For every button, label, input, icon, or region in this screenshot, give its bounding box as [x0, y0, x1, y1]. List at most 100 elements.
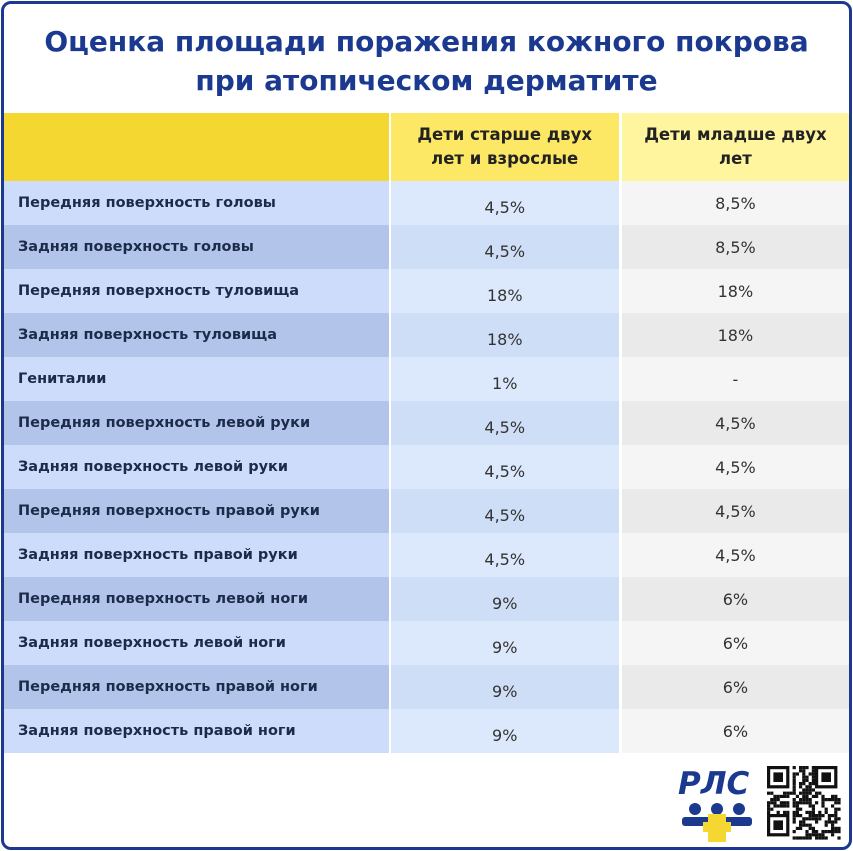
qr-module — [834, 810, 838, 814]
qr-module — [795, 810, 799, 814]
qr-module — [808, 791, 812, 795]
qr-module — [824, 836, 828, 840]
qr-module — [815, 801, 819, 805]
qr-module — [811, 804, 815, 808]
qr-module — [824, 830, 828, 834]
value-cell: 9% — [390, 709, 619, 753]
table-row: Передняя поверхность правой руки 4,5% 4,5% — [4, 489, 849, 533]
value-cell: 8,5% — [621, 225, 849, 269]
qr-module — [811, 782, 815, 786]
qr-module — [821, 798, 825, 802]
qr-module — [783, 804, 787, 808]
qr-module — [837, 817, 841, 821]
qr-module — [818, 814, 822, 818]
value-cell: 9% — [390, 621, 619, 665]
qr-module — [805, 836, 809, 840]
qr-module — [767, 804, 771, 808]
qr-module — [811, 778, 815, 782]
qr-module — [805, 823, 809, 827]
qr-module — [792, 775, 796, 779]
qr-module — [783, 791, 787, 795]
table-row: Задняя поверхность левой ноги 9% 6% — [4, 621, 849, 665]
qr-module — [831, 798, 835, 802]
title-line: Оценка площади поражения кожного покрова — [44, 25, 809, 58]
logo-icon — [711, 803, 723, 815]
value-cell: 6% — [621, 665, 849, 709]
qr-module — [811, 826, 815, 830]
qr-module — [792, 814, 796, 818]
qr-module — [779, 804, 783, 808]
qr-module — [789, 791, 793, 795]
qr-module — [811, 830, 815, 834]
qr-module — [802, 766, 806, 770]
qr-module — [811, 766, 815, 770]
row-label: Задняя поверхность правой ноги — [4, 709, 389, 753]
qr-module — [818, 833, 822, 837]
value-cell: 6% — [621, 709, 849, 753]
qr-module — [824, 820, 828, 824]
qr-module — [811, 769, 815, 773]
qr-module — [821, 772, 831, 782]
qr-module — [805, 778, 809, 782]
qr-module — [827, 830, 831, 834]
qr-module — [818, 791, 822, 795]
qr-module — [834, 794, 838, 798]
qr-module — [837, 836, 841, 840]
value-cell: 18% — [390, 269, 619, 313]
row-label: Задняя поверхность головы — [4, 225, 389, 269]
qr-module — [805, 766, 809, 770]
qr-module — [805, 801, 809, 805]
value-cell: 4,5% — [390, 225, 619, 269]
value-cell: - — [621, 357, 849, 401]
qr-module — [837, 826, 841, 830]
qr-module — [808, 826, 812, 830]
qr-module — [831, 804, 835, 808]
qr-module — [808, 782, 812, 786]
qr-module — [799, 766, 803, 770]
qr-module — [792, 810, 796, 814]
qr-module — [821, 830, 825, 834]
value-cell: 4,5% — [390, 489, 619, 533]
qr-module — [808, 833, 812, 837]
value-cell: 9% — [390, 577, 619, 621]
qr-module — [792, 798, 796, 802]
header-cell — [4, 113, 389, 181]
value-cell: 4,5% — [390, 401, 619, 445]
qr-module — [827, 820, 831, 824]
qr-module — [795, 826, 799, 830]
value-cell: 18% — [621, 313, 849, 357]
qr-module — [795, 794, 799, 798]
qr-module — [802, 836, 806, 840]
qr-module — [792, 817, 796, 821]
qr-module — [767, 807, 771, 811]
logo-icon — [733, 803, 745, 815]
qr-module — [834, 820, 838, 824]
row-label: Задняя поверхность правой руки — [4, 533, 389, 577]
qr-module — [811, 814, 815, 818]
table-row: Задняя поверхность левой руки 4,5% 4,5% — [4, 445, 849, 489]
qr-module — [783, 794, 787, 798]
qr-module — [805, 830, 809, 834]
table-row: Передняя поверхность туловища 18% 18% — [4, 269, 849, 313]
qr-module — [802, 801, 806, 805]
title-line: при атопическом дерматите — [195, 64, 658, 97]
qr-module — [776, 804, 780, 808]
qr-module — [818, 810, 822, 814]
qr-module — [767, 791, 771, 795]
qr-module — [815, 830, 819, 834]
qr-module — [770, 798, 774, 802]
qr-code — [767, 766, 841, 840]
header-cell: Дети старше двух лет и взрослые — [390, 113, 619, 181]
qr-module — [815, 794, 819, 798]
qr-module — [802, 772, 806, 776]
qr-module — [786, 791, 790, 795]
qr-module — [808, 810, 812, 814]
row-label: Задняя поверхность левой руки — [4, 445, 389, 489]
qr-module — [808, 814, 812, 818]
qr-module — [767, 810, 771, 814]
header-cell: Дети младше двух лет — [621, 113, 849, 181]
qr-module — [821, 833, 825, 837]
qr-module — [824, 823, 828, 827]
qr-module — [786, 801, 790, 805]
